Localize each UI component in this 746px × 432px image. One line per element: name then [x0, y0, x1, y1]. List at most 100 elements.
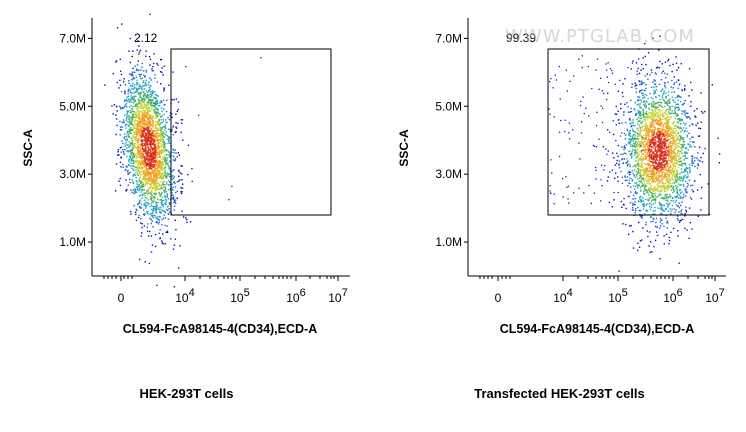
scatter-point	[154, 77, 156, 79]
scatter-point	[669, 98, 671, 100]
scatter-point	[670, 149, 672, 152]
scatter-point	[672, 99, 674, 101]
scatter-point	[139, 199, 142, 201]
scatter-point	[658, 141, 660, 144]
scatter-point	[157, 123, 159, 126]
scatter-point	[139, 194, 142, 196]
scatter-point	[650, 69, 653, 71]
scatter-point	[646, 203, 648, 205]
scatter-point	[138, 73, 140, 76]
scatter-point	[607, 92, 609, 94]
scatter-point	[128, 172, 130, 174]
scatter-point	[161, 127, 163, 129]
scatter-point	[147, 188, 149, 191]
scatter-point	[152, 132, 155, 134]
scatter-point	[128, 158, 131, 161]
scatter-point	[138, 184, 140, 186]
scatter-point	[141, 115, 144, 117]
scatter-point	[148, 183, 150, 185]
scatter-point	[135, 171, 137, 174]
scatter-point	[633, 149, 636, 151]
scatter-point	[144, 172, 147, 174]
scatter-point	[151, 188, 154, 190]
scatter-point	[136, 131, 139, 133]
scatter-point	[153, 186, 156, 188]
scatter-point	[139, 222, 142, 224]
scatter-point	[152, 179, 154, 181]
scatter-point	[129, 84, 132, 87]
scatter-point	[653, 130, 655, 132]
scatter-point	[656, 172, 658, 174]
scatter-point	[115, 61, 117, 63]
scatter-point	[153, 134, 155, 136]
scatter-point	[664, 160, 666, 162]
scatter-point	[131, 110, 133, 112]
scatter-point	[685, 123, 687, 125]
scatter-point	[159, 154, 161, 156]
scatter-point	[662, 161, 664, 163]
scatter-point	[653, 119, 655, 121]
scatter-point	[679, 184, 681, 186]
scatter-point	[662, 209, 664, 212]
scatter-point	[671, 161, 674, 163]
scatter-point	[165, 110, 168, 113]
scatter-point	[660, 137, 662, 139]
scatter-point	[671, 123, 673, 125]
scatter-point	[671, 204, 674, 207]
scatter-point	[169, 156, 171, 158]
scatter-point	[160, 166, 163, 168]
scatter-point	[154, 201, 157, 203]
scatter-point	[152, 201, 154, 203]
scatter-point	[645, 105, 648, 107]
scatter-point	[645, 130, 647, 133]
scatter-point	[640, 112, 642, 114]
scatter-point	[159, 153, 161, 155]
scatter-point	[150, 176, 152, 178]
scatter-point	[697, 215, 699, 217]
scatter-point	[150, 173, 152, 176]
scatter-point	[147, 223, 149, 225]
scatter-point	[173, 244, 176, 246]
scatter-point	[640, 157, 642, 160]
gate-rectangle[interactable]	[170, 48, 332, 216]
scatter-point	[153, 53, 155, 55]
scatter-point	[641, 89, 643, 91]
scatter-point	[650, 154, 652, 156]
scatter-point	[139, 95, 141, 97]
scatter-point	[643, 185, 646, 187]
panel-caption: HEK-293T cells	[139, 386, 234, 401]
scatter-point	[149, 125, 151, 127]
scatter-point	[158, 173, 160, 175]
scatter-point	[696, 108, 698, 110]
scatter-point	[629, 119, 631, 122]
scatter-point	[136, 120, 139, 122]
scatter-point	[138, 117, 140, 120]
scatter-point	[115, 105, 118, 108]
scatter-point	[663, 174, 666, 176]
scatter-point	[131, 158, 133, 160]
scatter-point	[152, 153, 155, 156]
scatter-point	[121, 106, 124, 109]
scatter-point	[178, 154, 180, 156]
scatter-point	[172, 177, 174, 180]
scatter-point	[697, 189, 699, 191]
scatter-point	[655, 217, 658, 220]
scatter-point	[618, 122, 620, 124]
scatter-point	[663, 187, 665, 189]
scatter-point	[676, 106, 678, 108]
scatter-point	[634, 85, 636, 88]
scatter-point	[165, 131, 167, 133]
scatter-point	[620, 103, 622, 105]
scatter-point	[142, 133, 144, 135]
scatter-point	[151, 165, 153, 168]
scatter-point	[663, 148, 665, 150]
scatter-point	[136, 105, 138, 107]
scatter-point	[652, 172, 654, 174]
scatter-point	[672, 139, 674, 142]
scatter-point	[151, 152, 153, 154]
scatter-point	[635, 208, 637, 210]
scatter-point	[639, 240, 642, 242]
scatter-point	[150, 99, 152, 101]
scatter-point	[111, 105, 113, 107]
scatter-point	[629, 177, 631, 179]
